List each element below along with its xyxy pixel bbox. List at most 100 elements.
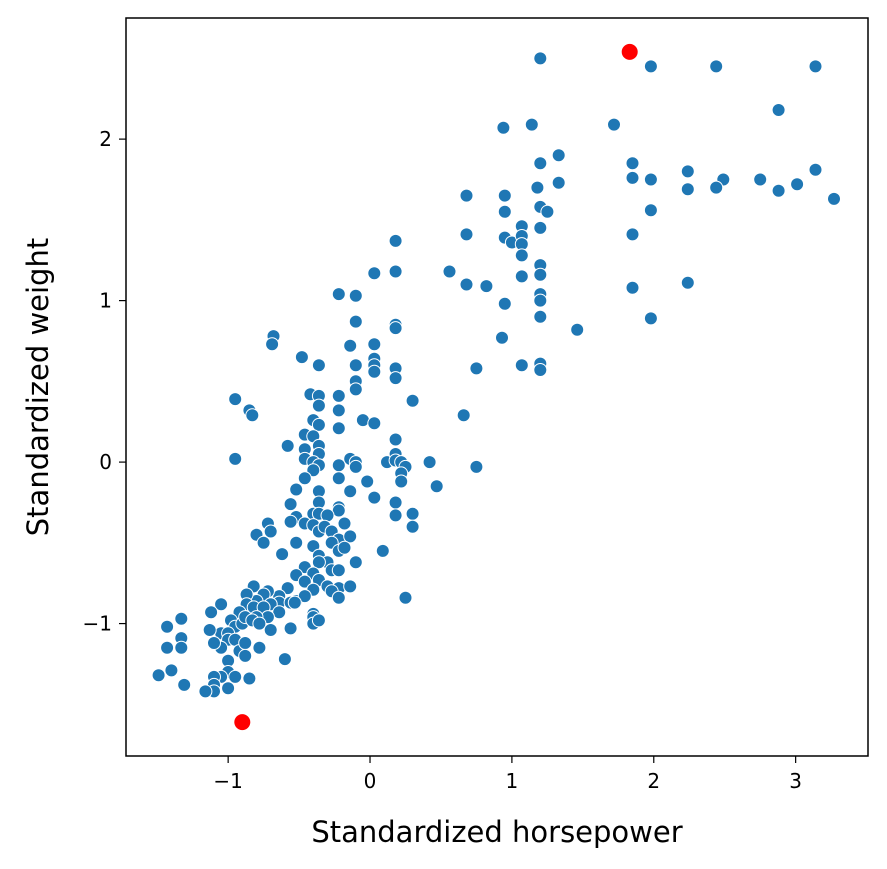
data-point (160, 640, 175, 655)
data-point (495, 330, 509, 345)
data-point (337, 540, 352, 555)
data-point (348, 555, 363, 570)
data-point (343, 484, 358, 499)
data-point (422, 455, 437, 470)
y-axis-title: Standardized weight (21, 238, 55, 536)
data-point (228, 392, 243, 407)
data-point (709, 59, 724, 74)
highlight-point (621, 43, 638, 60)
data-point (625, 170, 640, 185)
data-point (709, 180, 724, 195)
data-point (514, 248, 529, 263)
data-point (256, 535, 271, 550)
data-point (524, 117, 539, 132)
data-point (214, 597, 229, 612)
x-tick-label: 2 (647, 769, 660, 793)
data-point (283, 497, 298, 512)
data-point (530, 180, 545, 195)
y-tick-label: 0 (99, 450, 112, 474)
data-point (388, 508, 403, 523)
data-point (277, 652, 292, 667)
data-point (331, 388, 346, 403)
data-point (388, 264, 403, 279)
x-tick-label: 0 (364, 769, 377, 793)
data-point (643, 311, 658, 326)
data-point (331, 287, 346, 302)
data-point (337, 516, 352, 531)
data-point (367, 266, 382, 281)
data-point (625, 156, 640, 171)
data-point (207, 636, 221, 650)
data-point (442, 264, 457, 279)
data-point (533, 363, 548, 377)
data-point (643, 172, 658, 187)
data-point (221, 681, 236, 696)
data-point (405, 393, 420, 408)
data-point (375, 543, 390, 558)
data-point (771, 103, 786, 117)
data-point (164, 663, 179, 678)
data-point (827, 191, 841, 206)
y-tick-label: 2 (99, 127, 112, 151)
data-point (311, 555, 326, 570)
data-point (265, 337, 280, 352)
data-point (680, 182, 695, 197)
data-point (331, 590, 346, 605)
data-point (331, 403, 346, 418)
y-axis: −1 0 1 2 (83, 127, 126, 636)
data-point (245, 408, 260, 423)
data-point (625, 227, 640, 242)
plot-frame (125, 17, 869, 757)
data-point (177, 677, 192, 692)
highlight-layer (234, 43, 638, 731)
data-point (680, 164, 695, 179)
data-point (388, 495, 403, 510)
data-point (405, 506, 420, 521)
data-point (311, 613, 326, 628)
data-point (151, 668, 166, 683)
data-point (294, 350, 309, 365)
data-point (459, 188, 474, 203)
data-point (459, 277, 474, 292)
plot-background (126, 18, 868, 756)
data-point (202, 623, 217, 637)
data-point (808, 59, 823, 74)
data-point (497, 296, 512, 311)
data-point (497, 188, 512, 203)
data-point (348, 288, 363, 303)
data-point (360, 474, 375, 489)
data-point (297, 574, 312, 589)
data-point (311, 417, 326, 432)
data-point (753, 172, 768, 187)
data-point (174, 640, 189, 655)
data-point (367, 416, 382, 431)
data-point (343, 529, 358, 544)
data-point (790, 177, 805, 192)
data-point (343, 579, 358, 594)
data-point (570, 322, 585, 337)
data-point (331, 563, 346, 578)
data-point (533, 293, 548, 308)
data-point (263, 524, 278, 539)
data-point (289, 535, 304, 550)
data-point (514, 269, 529, 284)
data-point (429, 479, 444, 494)
x-tick-label: 3 (789, 769, 802, 793)
data-point (533, 309, 548, 324)
data-point (275, 547, 290, 562)
data-point (514, 358, 529, 373)
x-tick-label: −1 (213, 769, 242, 793)
data-point (496, 120, 511, 135)
data-point (625, 280, 640, 295)
data-point (405, 519, 420, 534)
data-point (533, 267, 548, 282)
highlight-point (234, 714, 251, 731)
data-point (204, 605, 219, 620)
data-point (311, 358, 326, 373)
data-point (388, 321, 403, 336)
data-point (198, 684, 213, 699)
data-point (367, 364, 382, 379)
data-point (388, 371, 403, 386)
data-point (479, 279, 494, 294)
